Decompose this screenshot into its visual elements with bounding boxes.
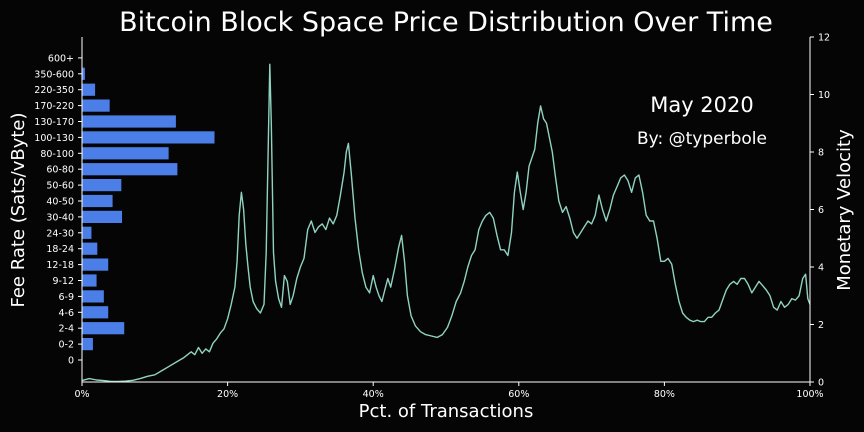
y2-tick-label: 10 [818, 90, 830, 101]
fee-rate-bars [82, 67, 215, 351]
y-tick-label: 100-130 [34, 133, 74, 144]
y-tick-label: 170-220 [34, 101, 74, 112]
y2-axis-title: Monetary Velocity [834, 129, 855, 291]
bar-220-350 [82, 83, 96, 96]
bar-6-9 [82, 290, 104, 303]
bar-18-24 [82, 242, 98, 255]
y-tick-label: 12-18 [46, 260, 74, 271]
y-tick-label: 220-350 [34, 85, 74, 96]
x-tick-label: 80% [654, 389, 675, 400]
date-annotation: May 2020 [650, 93, 754, 117]
y-tick-label: 9-12 [52, 276, 74, 287]
y2-tick-label: 6 [818, 205, 824, 216]
bar-170-220 [82, 99, 110, 112]
y-tick-label: 60-80 [46, 165, 74, 176]
y-tick-label: 50-60 [46, 181, 74, 192]
bar-4-6 [82, 306, 109, 319]
y2-tick-label: 12 [818, 33, 830, 44]
bar-80-100 [82, 147, 169, 160]
bar-130-170 [82, 115, 176, 128]
fee-rate-axis: 0 0-2 2-4 4-6 6-9 9-12 12-18 18-24 24-30 30-40 40-… [34, 53, 82, 367]
bar-2-4 [82, 322, 125, 335]
y-tick-label: 6-9 [58, 292, 74, 303]
velocity-axis: 0 2 4 6 8 10 12 [810, 33, 830, 389]
x-tick-label: 0% [74, 389, 89, 400]
y-tick-label: 130-170 [34, 117, 74, 128]
author-annotation: By: @typerbole [637, 129, 767, 149]
y2-tick-label: 4 [818, 263, 824, 274]
x-axis-title: Pct. of Transactions [359, 401, 534, 422]
y-axis-title: Fee Rate (Sats/vByte) [8, 112, 29, 307]
x-tick-label: 20% [217, 389, 238, 400]
bar-12-18 [82, 258, 109, 271]
y-tick-label: 600+ [48, 53, 74, 64]
bar-50-60 [82, 179, 122, 192]
x-tick-label: 100% [796, 389, 823, 400]
bar-100-130 [82, 131, 215, 144]
bar-24-30 [82, 226, 92, 239]
y-tick-label: 0 [68, 356, 74, 367]
percent-axis: 0% 20% 40% 60% 80% 100% [74, 382, 824, 400]
y-tick-label: 40-50 [46, 197, 74, 208]
bar-350-600 [82, 67, 85, 80]
y-tick-label: 30-40 [46, 212, 74, 223]
y2-tick-label: 8 [818, 148, 824, 159]
chart-title: Bitcoin Block Space Price Distribution O… [119, 7, 773, 38]
y-tick-label: 18-24 [46, 244, 74, 255]
bar-0-2 [82, 338, 93, 351]
y-tick-label: 24-30 [46, 228, 74, 239]
y-tick-label: 4-6 [58, 308, 74, 319]
y-tick-label: 2-4 [58, 324, 74, 335]
velocity-line-layer [81, 63, 811, 383]
y-tick-label: 80-100 [40, 149, 74, 160]
y2-tick-label: 2 [818, 320, 824, 331]
bar-60-80 [82, 163, 178, 176]
x-tick-label: 60% [508, 389, 529, 400]
y-tick-label: 0-2 [58, 340, 74, 351]
y-tick-label: 350-600 [34, 69, 74, 80]
x-tick-label: 40% [363, 389, 384, 400]
y2-tick-label: 0 [818, 378, 824, 389]
velocity-line [81, 63, 811, 383]
bar-30-40 [82, 210, 123, 223]
bar-9-12 [82, 274, 97, 287]
bar-40-50 [82, 194, 113, 208]
